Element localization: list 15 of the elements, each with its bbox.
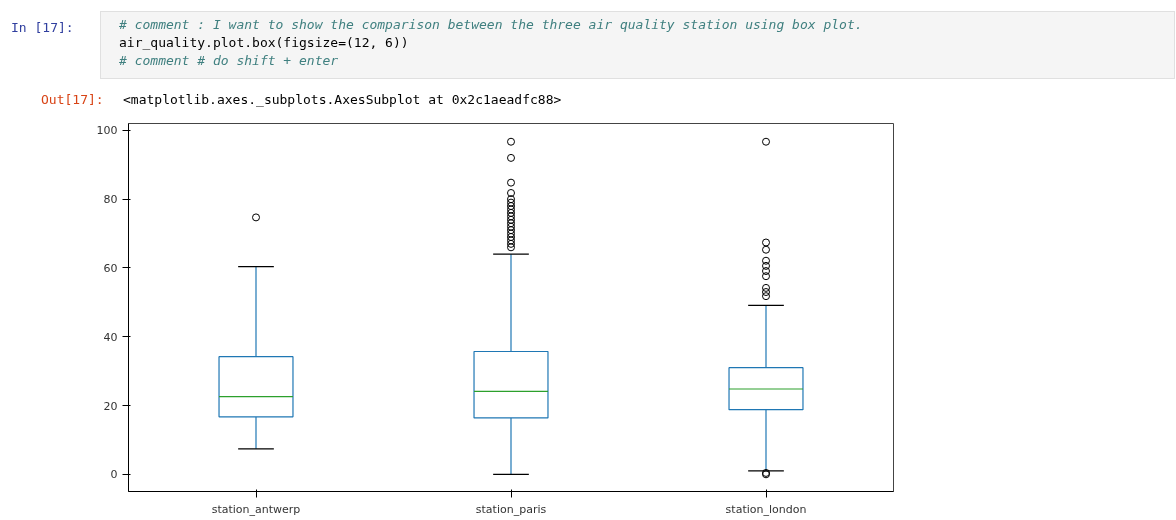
y-tick-label: 60 <box>103 261 118 275</box>
x-tick-label: station_london <box>725 502 807 516</box>
y-tick-label: 0 <box>110 468 118 482</box>
text: # comment : I want to show the comparison between the three air quality station using box plot. <box>119 17 863 32</box>
x-tick-label: station_paris <box>475 502 547 516</box>
text: air_quality.plot.box(figsize=(12, 6)) <box>119 35 409 50</box>
text: Out[17]: <box>41 91 104 109</box>
text: <matplotlib.axes._subplots.AxesSubplot at 0x2c1aeadfc88> <box>123 91 562 109</box>
text: In [17]: <box>11 19 74 37</box>
x-tick-label: station_antwerp <box>211 502 301 516</box>
y-tick-label: 20 <box>103 399 118 413</box>
y-tick-label: 40 <box>103 330 118 344</box>
y-tick-label: 100 <box>96 124 118 138</box>
text: # comment # do shift + enter <box>119 53 339 68</box>
y-tick-label: 80 <box>103 193 118 207</box>
